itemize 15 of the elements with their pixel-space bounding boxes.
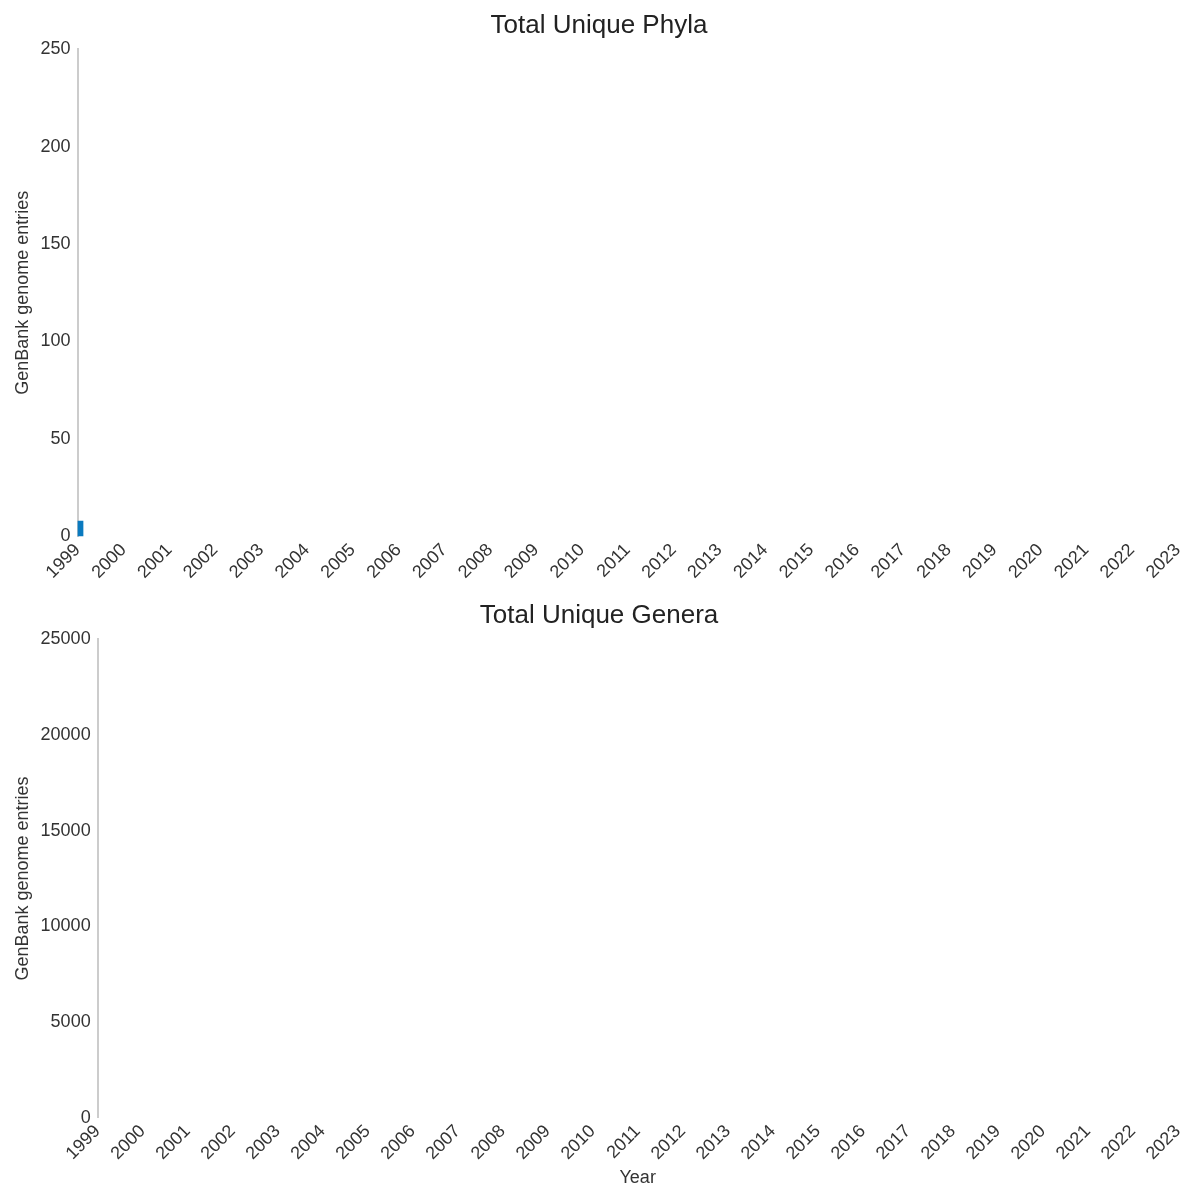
y-tick-label: 20000 — [40, 723, 91, 744]
y-tick-label: 50 — [50, 427, 71, 448]
y-tick-label: 100 — [40, 330, 71, 351]
chart-title: Total Unique Phyla — [490, 8, 708, 39]
y-tick-label: 10000 — [40, 915, 91, 936]
y-axis-title: GenBank genome entries — [11, 776, 32, 981]
y-tick-label: 25000 — [40, 628, 91, 649]
y-tick-label: 5000 — [50, 1011, 91, 1032]
chart-title: Total Unique Genera — [479, 598, 719, 629]
x-axis-title: Year — [619, 1167, 656, 1188]
y-axis-title: GenBank genome entries — [11, 190, 32, 395]
y-tick-label: 250 — [40, 38, 71, 59]
y-tick-label: 15000 — [40, 819, 91, 840]
y-tick-label: 200 — [40, 135, 71, 156]
y-tick-label: 150 — [40, 233, 71, 254]
